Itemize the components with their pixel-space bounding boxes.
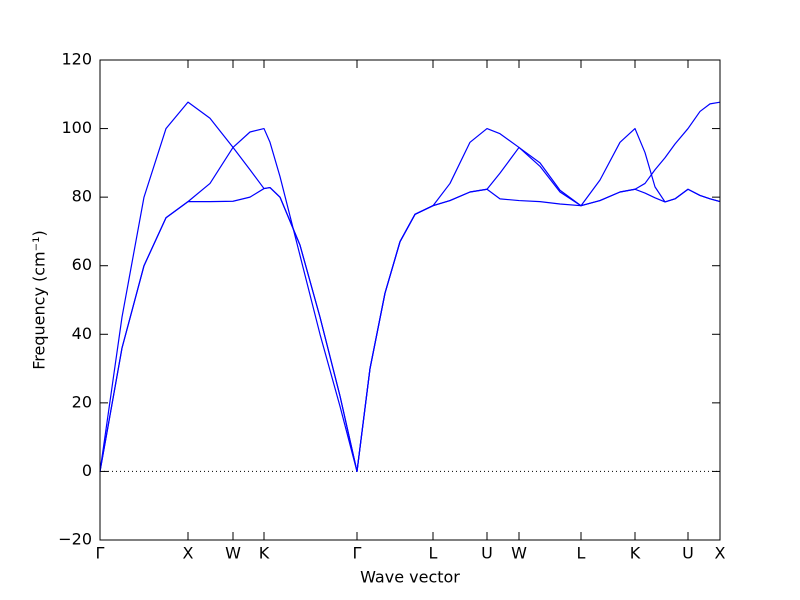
x-tick-label: U [481,544,493,563]
band-line [99,186,721,473]
y-axis-label: Frequency (cm⁻¹) [30,230,49,369]
y-tick-label: 40 [72,324,92,343]
y-tick-label: 20 [72,392,92,411]
x-tick-label: X [183,544,194,563]
x-tick-label: W [225,544,241,563]
y-tick-label: 60 [72,255,92,274]
x-tick-label: W [511,544,527,563]
x-tick-label: K [259,544,270,563]
x-tick-label: Γ [96,544,105,563]
y-tick-label: −20 [58,530,92,549]
x-tick-label: U [682,544,694,563]
x-axis-label: Wave vector [360,568,460,587]
x-tick-label: L [577,544,586,563]
y-tick-label: 80 [72,187,92,206]
y-tick-label: 120 [61,50,92,69]
x-tick-label: L [429,544,438,563]
plot-frame [99,59,721,541]
x-tick-label: X [715,544,726,563]
x-tick-label: K [630,544,641,563]
y-tick-label: 100 [61,118,92,137]
y-tick-label: 0 [82,461,92,480]
x-tick-label: Γ [353,544,362,563]
